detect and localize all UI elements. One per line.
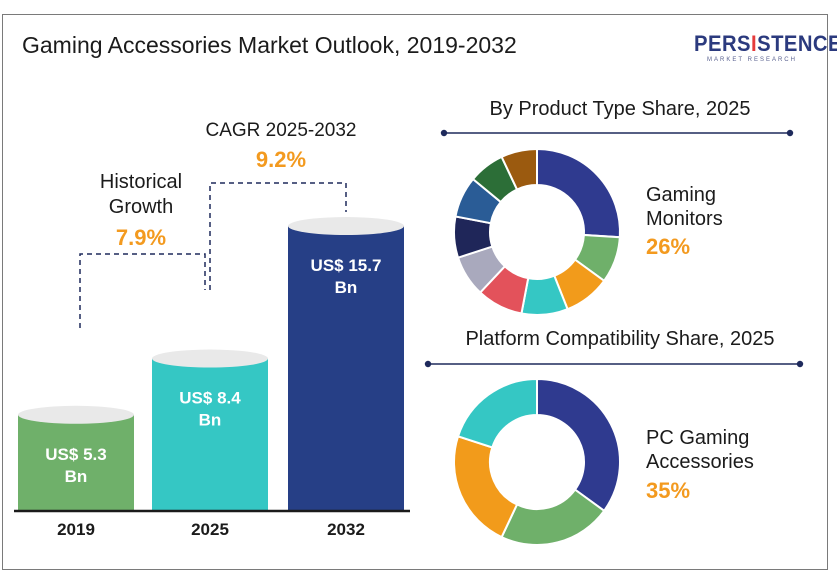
x-tick-2019: 2019 <box>57 520 95 539</box>
historical-growth-value: 7.9% <box>116 225 166 250</box>
historical-growth-label-line2: Growth <box>109 196 173 218</box>
market-size-bar-chart: US$ 5.3 Bn US$ 8.4 Bn US$ 15.7 Bn 2019 2025 203… <box>14 120 410 539</box>
cagr-connector <box>209 182 347 290</box>
platform-highlight-label: PC Gaming Accessories <box>646 426 754 474</box>
x-tick-2025: 2025 <box>191 520 229 539</box>
logo-wordmark: PERSISTENCE <box>694 31 837 56</box>
bar-body-2032 <box>288 226 404 512</box>
x-tick-2032: 2032 <box>327 520 365 539</box>
bar-cap-2025 <box>152 349 268 368</box>
historical-growth-connector <box>79 253 206 328</box>
bar-value-label-2032-line1: US$ 15.7 <box>311 256 382 275</box>
bar-body-2019 <box>18 414 134 511</box>
logo-tagline: MARKET RESEARCH <box>707 57 797 63</box>
product-donut-slice-1 <box>536 147 621 239</box>
page-title: Gaming Accessories Market Outlook, 2019-… <box>22 32 517 58</box>
platform-highlight-line1: PC Gaming <box>646 427 750 449</box>
platform-highlight-pct: 35% <box>646 478 691 503</box>
bar-2032: US$ 15.7 Bn <box>288 217 404 512</box>
bar-2019: US$ 5.3 Bn <box>18 405 134 511</box>
bar-body-2025 <box>152 358 268 511</box>
product-donut-slice-10 <box>500 147 538 191</box>
cagr-label: CAGR 2025-2032 <box>205 120 356 141</box>
product-highlight-line1: Gaming <box>646 184 717 206</box>
bar-cap-2032 <box>288 217 404 236</box>
product-type-donut <box>453 147 621 316</box>
cagr-value: 9.2% <box>256 147 306 172</box>
bar-2025: US$ 8.4 Bn <box>152 349 268 511</box>
bar-cap-2019 <box>18 405 134 424</box>
bar-value-label-2025-line2: Bn <box>199 411 222 430</box>
bar-value-label-2019-line2: Bn <box>65 467 88 486</box>
platform-donut-slice-4 <box>456 377 538 449</box>
platform-donut-slice-3 <box>453 435 519 539</box>
product-highlight-pct: 26% <box>646 234 691 259</box>
bar-value-label-2019-line1: US$ 5.3 <box>45 445 106 464</box>
infographic-frame <box>2 14 828 570</box>
platform-highlight-line2: Accessories <box>646 451 754 473</box>
historical-growth-label-line1: Historical <box>100 171 182 193</box>
bar-value-label-2025-line1: US$ 8.4 <box>179 389 241 408</box>
platform-donut <box>453 377 621 546</box>
platform-donut-slice-1 <box>536 377 621 513</box>
product-highlight-label: Gaming Monitors <box>646 183 723 231</box>
platform-title: Platform Compatibility Share, 2025 <box>465 328 775 350</box>
persistence-logo: PERSISTENCE MARKET RESEARCH <box>689 31 837 69</box>
product-type-title: By Product Type Share, 2025 <box>489 98 751 120</box>
bar-value-label-2032-line2: Bn <box>335 278 358 297</box>
product-highlight-line2: Monitors <box>646 208 723 230</box>
